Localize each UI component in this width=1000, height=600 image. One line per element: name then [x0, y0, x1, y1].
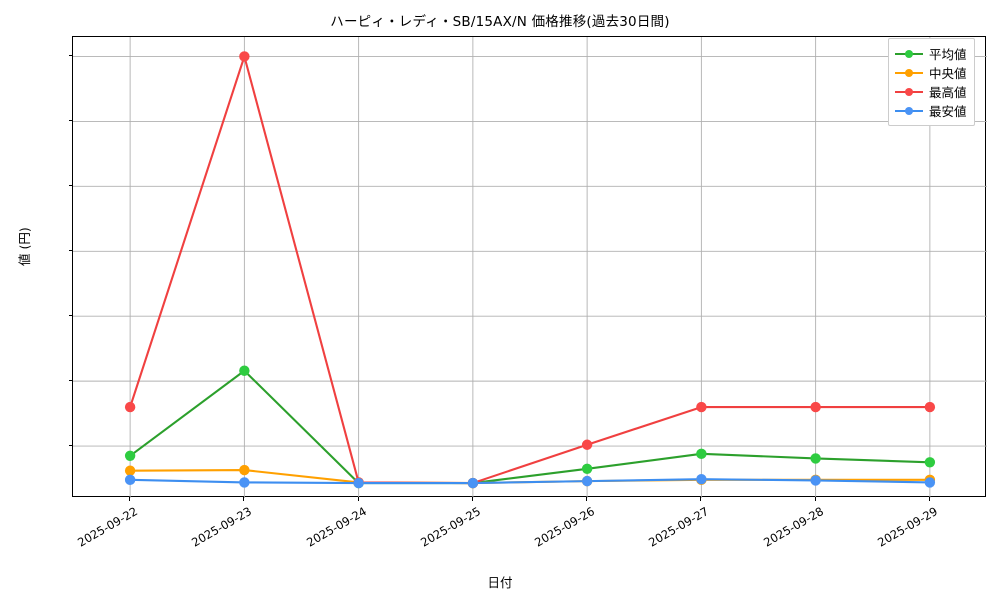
data-point — [239, 477, 250, 488]
series-line-2 — [129, 55, 931, 485]
x-tick-label: 2025-09-29 — [874, 504, 940, 550]
data-point — [124, 474, 136, 486]
y-tick-mark — [68, 120, 72, 122]
x-tick-label: 2025-09-23 — [189, 504, 255, 550]
data-point — [581, 439, 593, 450]
chart-legend[interactable]: 平均値中央値最高値最安値 — [888, 38, 975, 126]
data-point — [581, 463, 593, 474]
x-tick-mark — [243, 497, 245, 501]
data-point — [696, 401, 707, 413]
series-lines — [124, 51, 936, 489]
legend-label: 最安値 — [929, 104, 967, 119]
data-point — [810, 475, 821, 486]
legend-item[interactable]: 最安値 — [895, 101, 967, 120]
legend-label: 平均値 — [929, 47, 967, 62]
legend-item[interactable]: 平均値 — [895, 44, 967, 63]
x-tick-label: 2025-09-22 — [75, 504, 141, 550]
y-tick-mark — [68, 250, 72, 252]
x-tick-mark — [700, 497, 702, 501]
x-tick-mark — [814, 497, 816, 501]
data-point — [124, 401, 136, 413]
legend-swatch-icon — [895, 86, 923, 98]
legend-item[interactable]: 最高値 — [895, 82, 967, 101]
legend-item[interactable]: 中央値 — [895, 63, 967, 82]
y-tick-mark — [68, 445, 72, 447]
data-point — [239, 51, 250, 62]
data-point — [924, 401, 936, 413]
data-point — [696, 473, 707, 485]
data-point — [239, 365, 250, 376]
series-line-0 — [129, 369, 931, 485]
legend-label: 最高値 — [929, 85, 967, 100]
x-tick-mark — [357, 497, 359, 501]
legend-label: 中央値 — [929, 66, 967, 81]
legend-swatch-icon — [895, 67, 923, 79]
x-tick-label: 2025-09-25 — [417, 504, 483, 550]
x-axis-label: 日付 — [487, 575, 513, 590]
x-tick-mark — [928, 497, 930, 501]
data-point — [239, 464, 250, 476]
x-tick-label: 2025-09-28 — [760, 504, 826, 550]
x-tick-mark — [586, 497, 588, 501]
data-point — [467, 477, 479, 489]
data-point — [924, 457, 936, 468]
y-tick-mark — [68, 315, 72, 317]
series-line-3 — [129, 478, 931, 485]
data-point — [124, 450, 136, 461]
data-point — [810, 401, 821, 413]
plot-area — [72, 36, 987, 498]
legend-swatch-icon — [895, 105, 923, 117]
data-point — [810, 453, 821, 464]
x-tick-label: 2025-09-24 — [303, 504, 369, 550]
x-tick-mark — [471, 497, 473, 501]
data-point — [581, 475, 593, 487]
grid-lines — [73, 37, 987, 498]
data-point — [353, 477, 364, 489]
y-tick-mark — [68, 55, 72, 57]
y-axis-label: 値 (円) — [17, 227, 32, 266]
y-tick-mark — [68, 380, 72, 382]
data-point — [924, 477, 936, 488]
chart-title: ハーピィ・レディ・SB/15AX/N 価格推移(過去30日間) — [330, 14, 670, 30]
data-point — [124, 465, 136, 476]
x-tick-mark — [129, 497, 131, 501]
x-tick-label: 2025-09-27 — [646, 504, 712, 550]
data-point — [696, 448, 707, 460]
legend-swatch-icon — [895, 48, 923, 60]
y-tick-mark — [68, 185, 72, 187]
x-tick-label: 2025-09-26 — [532, 504, 598, 550]
